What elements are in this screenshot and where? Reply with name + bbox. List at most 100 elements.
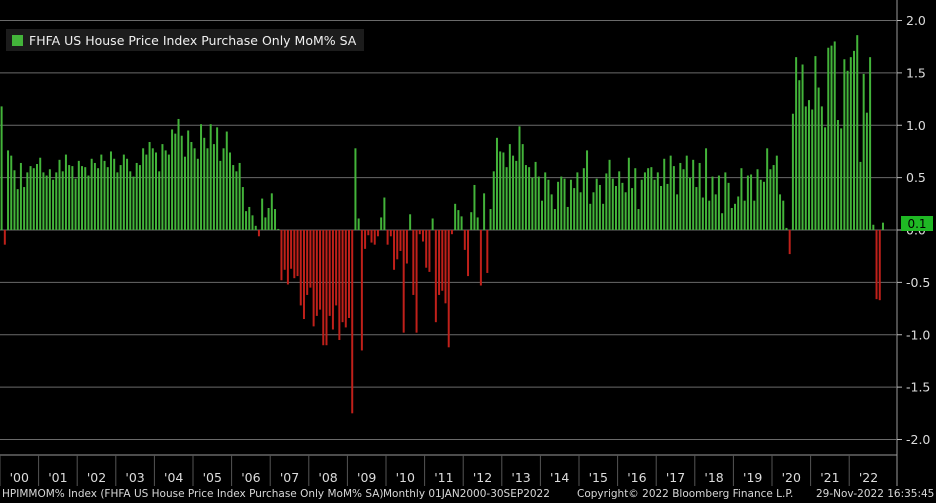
bar bbox=[450, 230, 453, 235]
bar bbox=[631, 188, 634, 230]
bar bbox=[84, 167, 87, 230]
x-tick-label: '14 bbox=[550, 470, 569, 485]
bar bbox=[97, 168, 100, 230]
bar bbox=[283, 230, 286, 270]
bar bbox=[833, 41, 836, 231]
bar bbox=[45, 175, 48, 230]
bar bbox=[286, 230, 289, 285]
y-tick-label: 2.0 bbox=[906, 13, 926, 28]
bar bbox=[750, 174, 753, 230]
x-tick-label: '00 bbox=[10, 470, 29, 485]
bar bbox=[360, 230, 363, 351]
bar bbox=[701, 197, 704, 230]
bar bbox=[598, 184, 601, 230]
bar bbox=[843, 59, 846, 231]
y-tick-label: 1.5 bbox=[906, 65, 926, 80]
x-tick-label: '06 bbox=[241, 470, 260, 485]
bar bbox=[589, 203, 592, 230]
bar bbox=[0, 106, 3, 230]
bar bbox=[441, 230, 444, 291]
bar bbox=[421, 230, 424, 242]
bar bbox=[544, 172, 547, 230]
bar bbox=[595, 178, 598, 230]
bar bbox=[177, 118, 180, 230]
bar bbox=[26, 172, 29, 230]
bar bbox=[824, 127, 827, 230]
x-tick-label: '04 bbox=[164, 470, 183, 485]
bar bbox=[48, 169, 51, 230]
bar bbox=[489, 209, 492, 230]
x-tick-label: '01 bbox=[48, 470, 67, 485]
bar bbox=[730, 208, 733, 230]
bar bbox=[171, 129, 174, 230]
bar bbox=[386, 230, 389, 245]
bar bbox=[138, 165, 141, 230]
footer-range: Monthly 01JAN2000-30SEP2022 bbox=[383, 488, 550, 500]
bar bbox=[232, 165, 235, 230]
bar bbox=[582, 168, 585, 230]
bar bbox=[61, 171, 64, 230]
bar bbox=[245, 211, 248, 231]
bar bbox=[418, 230, 421, 235]
bar bbox=[241, 187, 244, 230]
bar bbox=[766, 148, 769, 230]
bar bbox=[708, 200, 711, 230]
bar bbox=[569, 179, 572, 230]
x-tick-label: '12 bbox=[473, 470, 492, 485]
bar bbox=[187, 130, 190, 230]
bar bbox=[447, 230, 450, 348]
bar-series bbox=[0, 35, 884, 414]
bar bbox=[637, 209, 640, 230]
x-axis: '00 '01 '02 '03 '04 '05 '06 '07 '08 '09 '10 '11 '12 '… bbox=[0, 454, 897, 486]
bar bbox=[801, 64, 804, 230]
bar bbox=[486, 230, 489, 273]
bar bbox=[193, 148, 196, 230]
bar bbox=[100, 154, 103, 230]
x-tick-label: '16 bbox=[627, 470, 646, 485]
bar bbox=[142, 148, 145, 230]
x-tick-label: '07 bbox=[280, 470, 299, 485]
bar bbox=[692, 159, 695, 230]
x-tick-label: '22 bbox=[859, 470, 878, 485]
x-tick-label: '13 bbox=[511, 470, 530, 485]
bar bbox=[58, 159, 61, 230]
bar bbox=[341, 230, 344, 323]
bar bbox=[579, 192, 582, 230]
bar bbox=[373, 230, 376, 245]
bar bbox=[338, 230, 341, 340]
y-tick-label: -0.5 bbox=[906, 275, 930, 290]
bar bbox=[42, 172, 45, 230]
bar bbox=[132, 176, 135, 230]
bar bbox=[52, 179, 55, 230]
bar bbox=[502, 152, 505, 231]
bar bbox=[653, 179, 656, 230]
bar bbox=[315, 230, 318, 316]
bar bbox=[155, 152, 157, 231]
bar bbox=[753, 200, 756, 230]
bar bbox=[222, 148, 225, 230]
bar bbox=[573, 188, 576, 230]
bar bbox=[209, 124, 212, 230]
y-tick-label: -1.0 bbox=[906, 327, 930, 342]
bar bbox=[695, 187, 698, 230]
bar bbox=[116, 172, 119, 230]
bar bbox=[618, 171, 621, 230]
bar bbox=[13, 170, 16, 230]
bar bbox=[779, 194, 782, 230]
bar bbox=[586, 150, 589, 230]
bar bbox=[647, 168, 650, 230]
bar bbox=[669, 155, 672, 230]
bar bbox=[820, 106, 823, 230]
bar bbox=[254, 225, 257, 230]
last-value-box bbox=[901, 216, 933, 231]
bar bbox=[261, 198, 264, 230]
bar bbox=[396, 230, 399, 260]
bar bbox=[81, 166, 84, 230]
bar bbox=[759, 179, 762, 230]
bar bbox=[106, 167, 109, 230]
footer-copyright: Copyright© 2022 Bloomberg Finance L.P. bbox=[577, 488, 794, 500]
bar bbox=[306, 230, 309, 295]
bar bbox=[483, 193, 486, 230]
bar bbox=[682, 169, 685, 230]
bar bbox=[216, 127, 219, 230]
